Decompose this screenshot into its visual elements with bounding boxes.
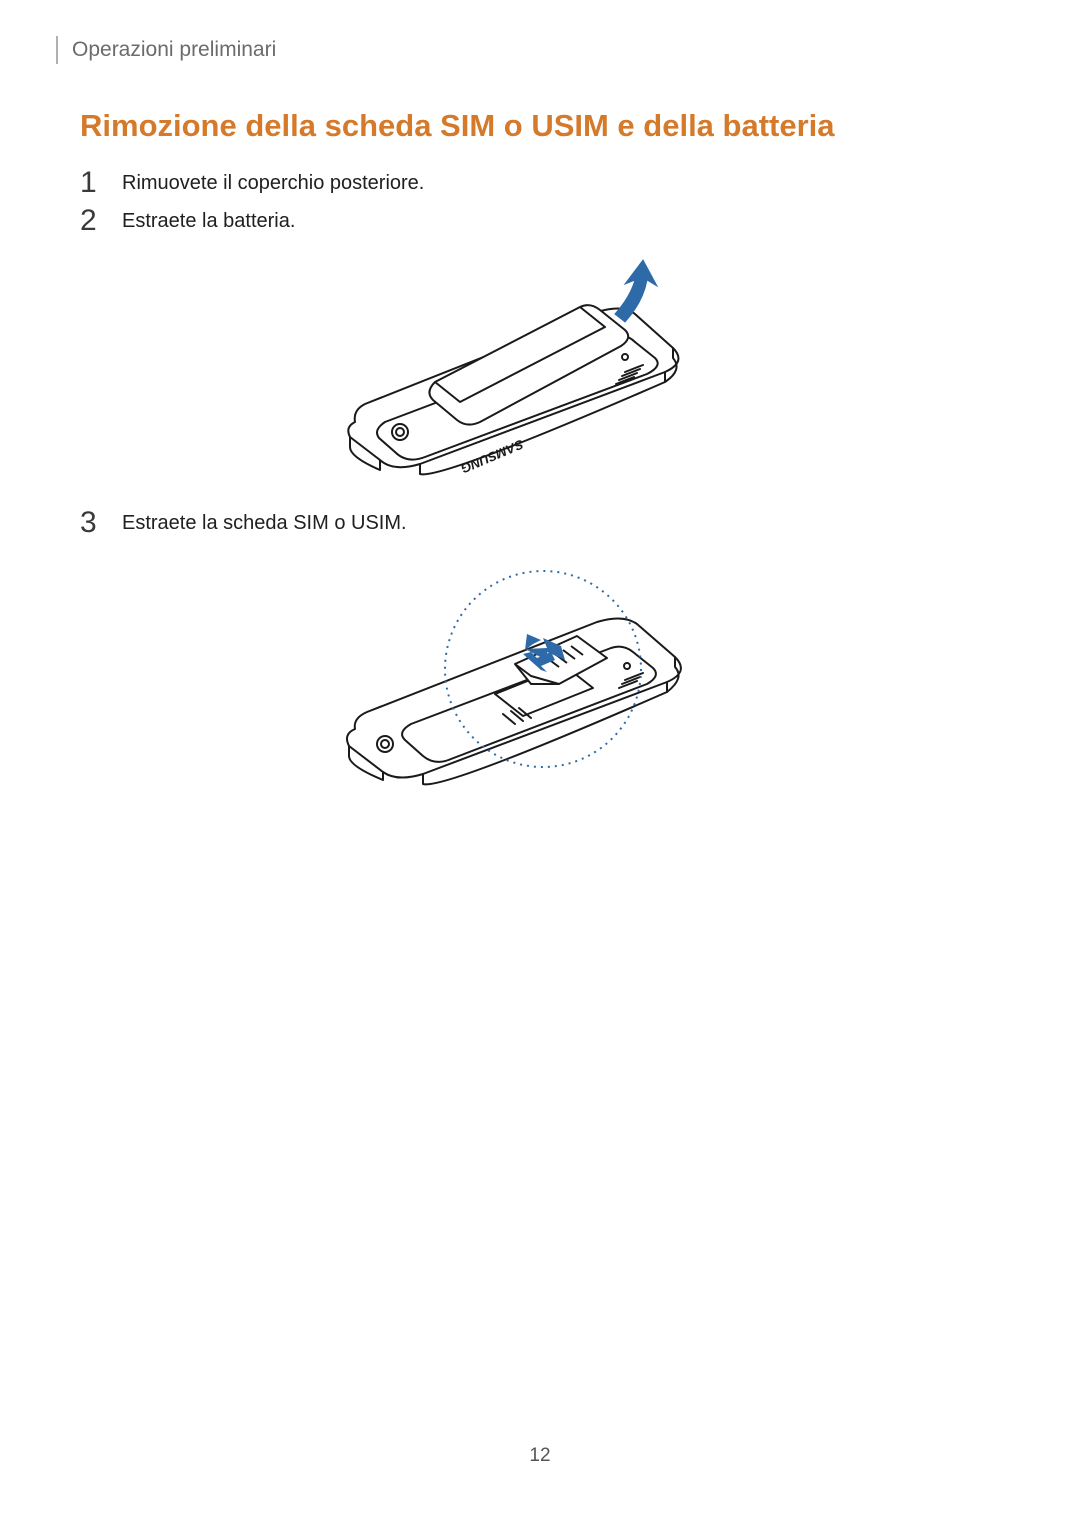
sim-removal-illustration-icon (315, 554, 725, 804)
section-title: Rimozione della scheda SIM o USIM e dell… (80, 108, 835, 144)
figure-sim-removal (80, 554, 960, 804)
step-text: Estraete la batteria. (122, 210, 295, 233)
step-2: 2 Estraete la batteria. (80, 198, 960, 500)
step-1: 1 Rimuovete il coperchio posteriore. (80, 160, 960, 198)
svg-text:SAMSUNG: SAMSUNG (459, 437, 526, 477)
header-rule (56, 36, 58, 64)
step-3: 3 Estraete la scheda SIM o USIM. (80, 500, 960, 812)
battery-removal-illustration-icon: SAMSUNG (325, 252, 715, 492)
step-number: 1 (80, 168, 106, 198)
steps-list: 1 Rimuovete il coperchio posteriore. 2 E… (80, 160, 960, 812)
page-number: 12 (0, 1445, 1080, 1467)
step-number: 3 (80, 508, 106, 538)
step-number: 2 (80, 206, 106, 236)
figure-battery-removal: SAMSUNG (80, 252, 960, 492)
step-text: Rimuovete il coperchio posteriore. (122, 172, 424, 195)
breadcrumb: Operazioni preliminari (72, 38, 276, 62)
step-text: Estraete la scheda SIM o USIM. (122, 512, 407, 535)
